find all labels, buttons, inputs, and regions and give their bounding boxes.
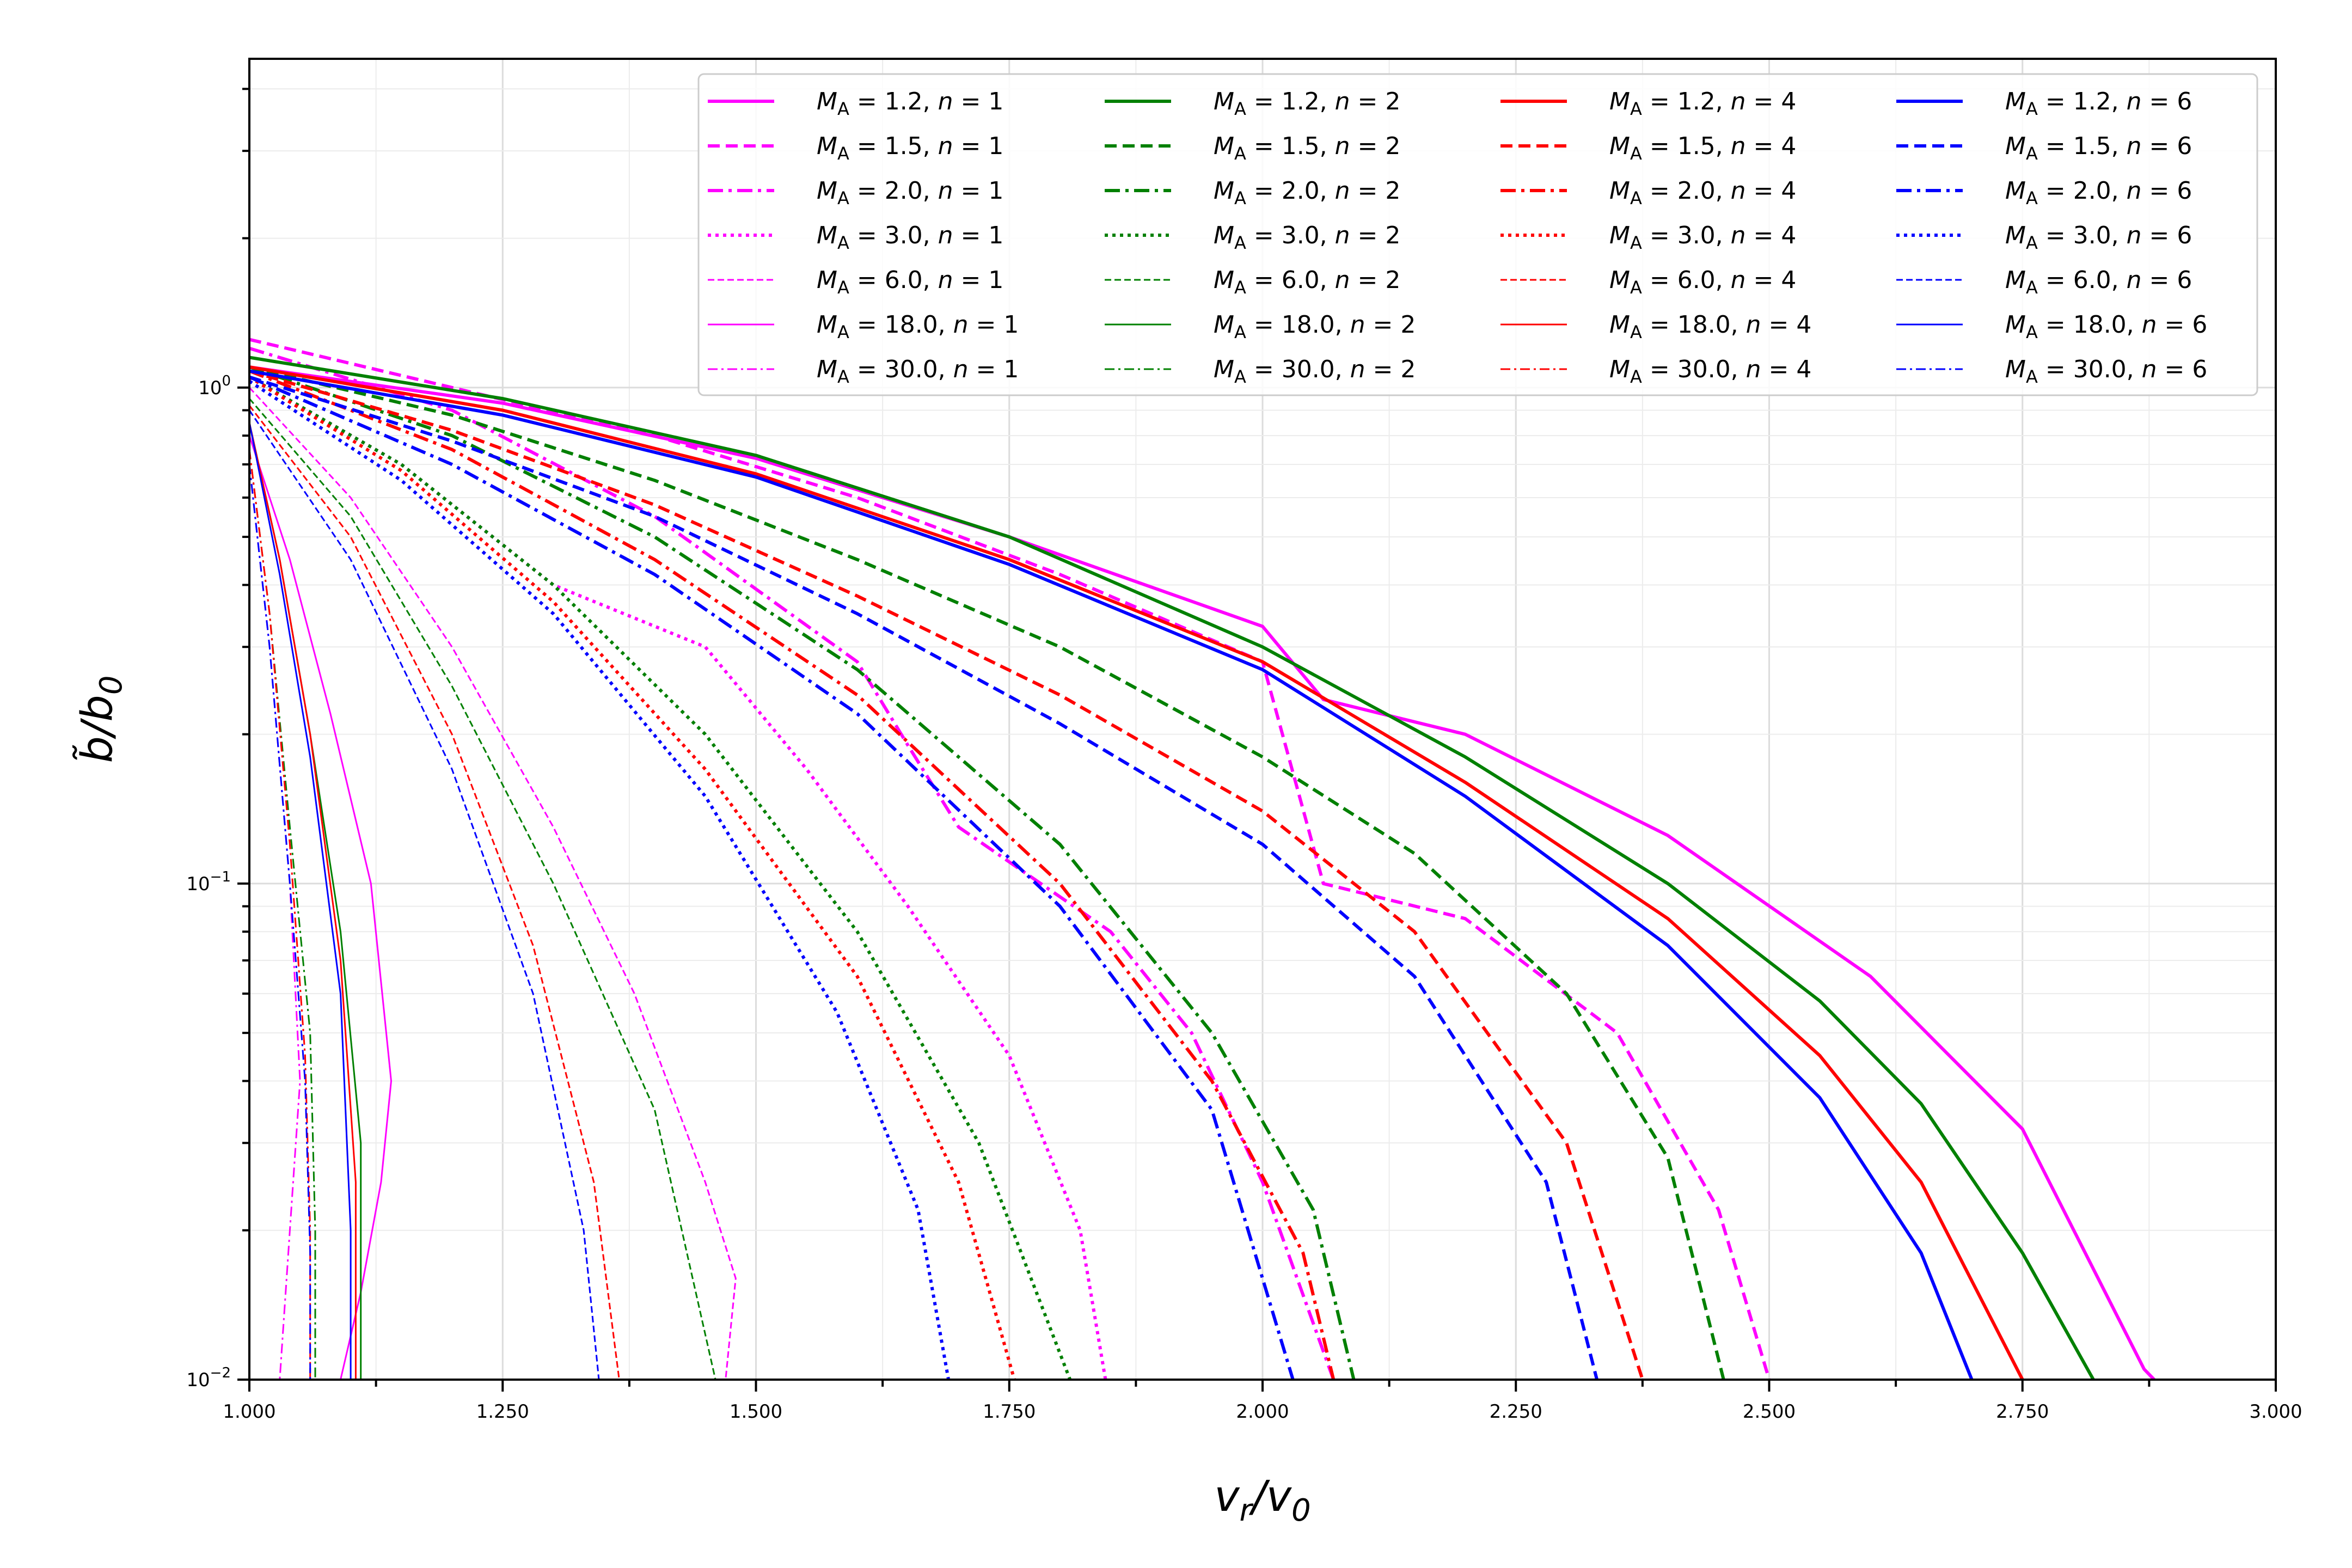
x-tick-label: 1.250 xyxy=(476,1401,529,1423)
legend-label: MA = 2.0, n = 6 xyxy=(2005,177,2192,209)
series-line-n4-m6_0 xyxy=(249,405,620,1380)
legend-label: MA = 2.0, n = 4 xyxy=(1609,177,1796,209)
legend-label: MA = 6.0, n = 2 xyxy=(1214,266,1400,298)
x-tick-label: 3.000 xyxy=(2249,1401,2302,1423)
legend-label: MA = 30.0, n = 2 xyxy=(1214,356,1416,387)
axis-ticks: 1.000 1.250 1.500 1.750 2.000 2.250 2.500 2.750… xyxy=(186,88,2302,1423)
legend-label: MA = 2.0, n = 2 xyxy=(1214,177,1400,209)
series-line-n6-m30_0 xyxy=(249,464,311,1380)
series-line-n6-m2_0 xyxy=(249,375,1295,1380)
x-tick-label: 2.250 xyxy=(1490,1401,1542,1423)
legend: MA = 1.2, n = 1 MA = 1.5, n = 1 MA = 2.0, … xyxy=(697,73,2258,396)
legend-label: MA = 2.0, n = 1 xyxy=(817,177,1003,209)
legend-label: MA = 30.0, n = 6 xyxy=(2005,356,2207,387)
series-line-n4-m1_2 xyxy=(249,365,2024,1380)
series-line-n1-m6_0 xyxy=(249,387,737,1380)
legend-label: MA = 1.2, n = 1 xyxy=(817,88,1003,119)
series-line-n2-m6_0 xyxy=(249,398,716,1380)
legend-label: MA = 3.0, n = 1 xyxy=(817,222,1003,253)
legend-label: MA = 3.0, n = 2 xyxy=(1214,222,1400,253)
legend-label: MA = 1.5, n = 1 xyxy=(817,132,1003,164)
legend-label: MA = 1.5, n = 4 xyxy=(1609,132,1796,164)
legend-label: MA = 1.2, n = 6 xyxy=(2005,88,2192,119)
series-line-n2-m1_5 xyxy=(249,365,1725,1380)
legend-label: MA = 18.0, n = 1 xyxy=(817,311,1019,342)
series-line-n2-m3_0 xyxy=(249,375,1072,1380)
series-lines xyxy=(249,338,2155,1380)
legend-label: MA = 6.0, n = 1 xyxy=(817,266,1003,298)
legend-label: MA = 18.0, n = 6 xyxy=(2005,311,2207,342)
x-tick-label: 2.500 xyxy=(1743,1401,1796,1423)
series-line-n2-m1_2 xyxy=(249,356,2095,1380)
series-line-n1-m3_0 xyxy=(249,375,1107,1380)
series-line-n4-m1_5 xyxy=(249,369,1644,1380)
legend-label: MA = 18.0, n = 2 xyxy=(1214,311,1416,342)
legend-label: MA = 30.0, n = 4 xyxy=(1609,356,1811,387)
x-tick-label: 1.750 xyxy=(983,1401,1036,1423)
x-tick-label: 1.000 xyxy=(223,1401,275,1423)
series-line-n6-m1_2 xyxy=(249,369,1974,1380)
legend-label: MA = 1.5, n = 6 xyxy=(2005,132,2192,164)
legend-label: MA = 6.0, n = 4 xyxy=(1609,266,1796,298)
x-tick-label: 1.500 xyxy=(730,1401,782,1423)
series-line-n6-m1_5 xyxy=(249,375,1599,1380)
legend-label: MA = 30.0, n = 1 xyxy=(817,356,1019,387)
series-line-n1-m18_0 xyxy=(249,435,392,1380)
series-line-n4-m18_0 xyxy=(249,422,357,1380)
legend-box xyxy=(697,73,2258,396)
legend-label: MA = 3.0, n = 6 xyxy=(2005,222,2192,253)
series-line-n4-m3_0 xyxy=(249,375,1016,1380)
y-tick-label: 10−1 xyxy=(186,869,231,895)
y-tick-label: 10−2 xyxy=(186,1365,231,1391)
legend-label: MA = 1.5, n = 2 xyxy=(1214,132,1400,164)
legend-label: MA = 1.2, n = 2 xyxy=(1214,88,1400,119)
legend-label: MA = 6.0, n = 6 xyxy=(2005,266,2192,298)
legend-label: MA = 18.0, n = 4 xyxy=(1609,311,1811,342)
series-line-n6-m6_0 xyxy=(249,409,600,1380)
series-line-n2-m2_0 xyxy=(249,365,1356,1380)
legend-label: MA = 1.2, n = 4 xyxy=(1609,88,1796,119)
series-line-n6-m18_0 xyxy=(249,422,352,1380)
y-tick-label: 100 xyxy=(198,373,231,399)
series-line-n1-m30_0 xyxy=(249,464,301,1380)
series-line-n4-m2_0 xyxy=(249,369,1336,1380)
x-tick-label: 2.000 xyxy=(1236,1401,1289,1423)
x-tick-label: 2.750 xyxy=(1996,1401,2049,1423)
legend-label: MA = 3.0, n = 4 xyxy=(1609,222,1796,253)
